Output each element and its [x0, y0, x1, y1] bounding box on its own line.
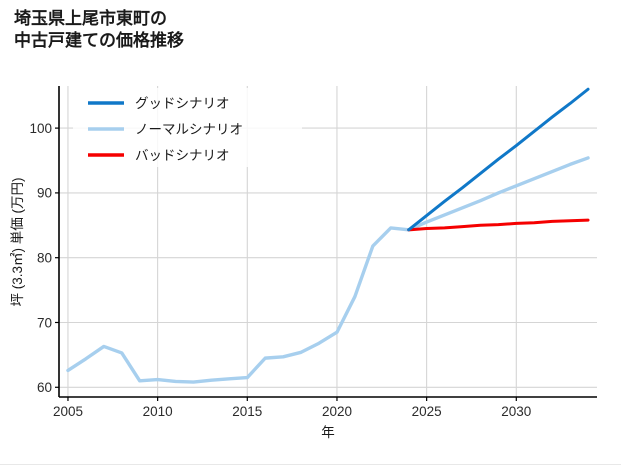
series-line-normal	[66, 156, 590, 384]
series-line-bad	[407, 218, 590, 232]
title-line-2: 中古戸建ての価格推移	[14, 31, 184, 51]
x-tick-label: 2015	[232, 404, 262, 419]
y-tick-label: 90	[37, 186, 52, 201]
y-tick-label: 80	[37, 251, 52, 266]
legend-label: グッドシナリオ	[135, 96, 230, 111]
y-tick-label: 70	[37, 315, 52, 330]
y-tick-label: 60	[37, 380, 52, 395]
x-tick-label: 2020	[322, 404, 352, 419]
y-tick-label: 100	[29, 121, 52, 136]
y-axis-title: 坪 (3.3㎡) 単価 (万円)	[10, 177, 25, 306]
x-tick-label: 2005	[53, 404, 83, 419]
legend-label: ノーマルシナリオ	[135, 122, 243, 137]
y-tick-labels: 60 70 80 90 100	[29, 121, 59, 395]
legend-label: バッドシナリオ	[135, 148, 230, 163]
x-tick-labels: 2005 2010 2015 2020 2025 2030	[53, 397, 531, 419]
x-tick-label: 2030	[501, 404, 531, 419]
gridlines	[59, 86, 597, 397]
x-axis-title: 年	[321, 425, 335, 440]
x-tick-label: 2010	[143, 404, 173, 419]
plot-frame	[58, 86, 597, 398]
x-tick-label: 2025	[412, 404, 442, 419]
series-lines	[66, 87, 590, 384]
series-line-good	[407, 87, 590, 232]
title-line-1: 埼玉県上尾市東町の	[14, 9, 167, 28]
page-title: 埼玉県上尾市東町の 中古戸建ての価格推移	[14, 8, 184, 53]
